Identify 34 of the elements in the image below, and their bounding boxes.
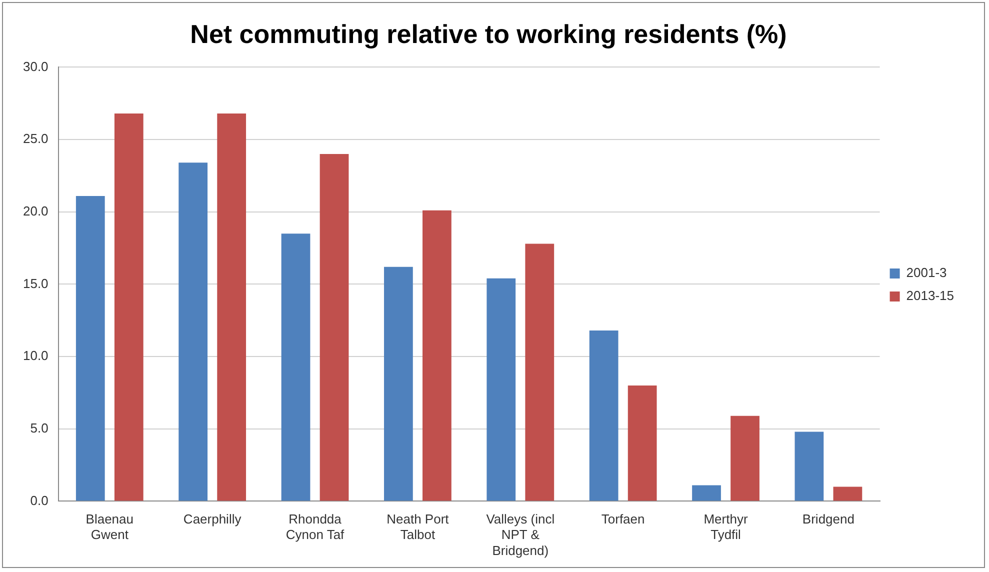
bar bbox=[114, 113, 144, 501]
bar bbox=[217, 113, 246, 501]
y-tick-label: 20.0 bbox=[22, 203, 48, 218]
y-tick-label: 5.0 bbox=[30, 420, 48, 436]
x-tick-label: Valleys (incl NPT & Bridgend) bbox=[486, 512, 555, 558]
bar bbox=[281, 234, 310, 501]
x-tick-label: Rhondda Cynon Taf bbox=[286, 512, 345, 542]
y-tick-label: 10.0 bbox=[22, 348, 48, 364]
bar bbox=[76, 196, 105, 501]
y-tick-label: 0.0 bbox=[30, 492, 48, 508]
chart-title: Net commuting relative to working residents (%) bbox=[190, 18, 787, 49]
bar bbox=[486, 278, 516, 501]
legend-label: 2001-3 bbox=[906, 265, 947, 280]
bar bbox=[525, 244, 554, 501]
bar bbox=[320, 154, 349, 501]
bar bbox=[833, 486, 862, 501]
x-tick-label: Blaenau Gwent bbox=[86, 512, 134, 542]
bar bbox=[794, 432, 824, 501]
bar bbox=[692, 485, 721, 501]
y-tick-label: 30.0 bbox=[22, 58, 48, 74]
bar bbox=[628, 385, 657, 501]
x-tick-label: Neath Port Talbot bbox=[386, 512, 450, 542]
x-tick-label: Merthyr Tydfil bbox=[704, 512, 748, 542]
x-tick-label: Bridgend bbox=[802, 512, 854, 527]
bar bbox=[178, 162, 208, 501]
legend-label: 2013-15 bbox=[906, 288, 954, 304]
bar bbox=[730, 416, 760, 501]
x-tick-label: Caerphilly bbox=[183, 512, 242, 527]
y-tick-label: 25.0 bbox=[22, 131, 48, 146]
bar bbox=[422, 210, 452, 501]
x-tick-label: Torfaen bbox=[601, 512, 645, 527]
bar bbox=[384, 266, 413, 501]
y-tick-label: 15.0 bbox=[22, 276, 48, 291]
bar bbox=[589, 330, 618, 501]
